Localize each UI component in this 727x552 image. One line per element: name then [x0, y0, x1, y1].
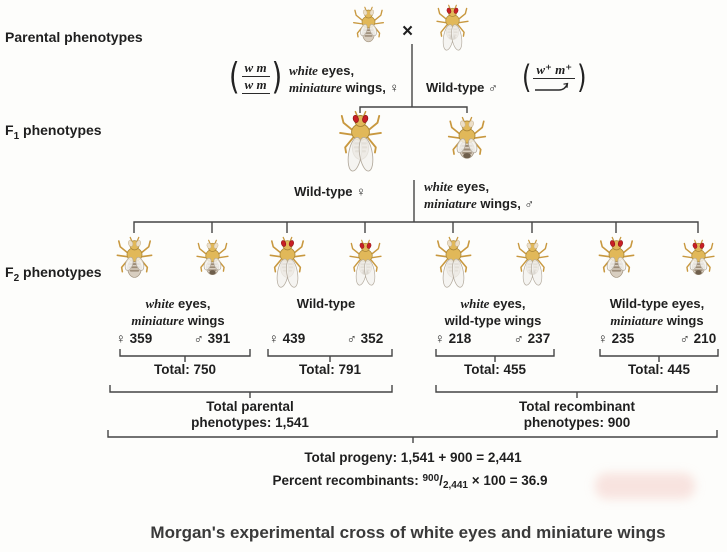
f2-group3-label: white eyes, wild-type wings	[444, 296, 542, 328]
fly-parental-male-wildtype	[433, 4, 472, 58]
f1-male-label: white eyes, miniature wings, ♂	[424, 179, 535, 211]
count-group4-male: ♂ 210	[679, 331, 717, 346]
paren-close: )	[577, 58, 587, 96]
x-chromosome: w⁺ m⁺	[533, 62, 576, 79]
recombinant-total-brace	[435, 385, 718, 398]
f1-female-label: Wild-type ♀	[294, 184, 366, 199]
fly-f1-female-wildtype	[335, 110, 386, 182]
total-group4: Total: 445	[627, 362, 690, 377]
f2-row-label: F2 phenotypes	[5, 264, 102, 284]
paren-open: (	[229, 56, 240, 98]
pink-smudge-artifact	[595, 473, 695, 499]
count-group1-male: ♂ 391	[193, 331, 231, 346]
group4-brace	[599, 349, 719, 362]
total-recombinant-summary: Total recombinant phenotypes: 900	[518, 399, 635, 430]
count-group1-female: ♀ 359	[115, 331, 153, 346]
f2-group1-label: white eyes, miniature wings	[131, 296, 225, 328]
total-parental-summary: Total parental phenotypes: 1,541	[191, 399, 309, 430]
fly-f2-wildtype-male	[346, 239, 385, 293]
figure-caption: Morgan's experimental cross of white eye…	[150, 523, 666, 542]
paren-close: )	[271, 56, 283, 98]
group1-brace	[119, 349, 251, 362]
parental-row-label: Parental phenotypes	[5, 29, 143, 45]
f2-bracket-ticks	[211, 222, 617, 233]
total-group1: Total: 750	[153, 362, 216, 377]
group2-brace	[267, 349, 393, 362]
count-group2-male: ♂ 352	[346, 331, 384, 346]
count-group4-female: ♀ 235	[597, 331, 635, 346]
count-group2-female: ♀ 439	[268, 331, 306, 346]
f2-group4-label: Wild-type eyes, miniature wings	[609, 296, 705, 328]
parental-male-genotype: ( w⁺ m⁺ )	[522, 58, 587, 96]
x-chromosome-1: w m	[241, 60, 270, 77]
parental-female-genotype: ( w m w m )	[229, 56, 283, 98]
total-progeny-line: Total progeny: 1,541 + 900 = 2,441	[304, 450, 522, 465]
x-chromosome-2: w m	[241, 77, 270, 94]
group3-brace	[435, 349, 555, 362]
fly-f2-wildtype-female	[266, 236, 309, 296]
fly-f2-white-eyes-wildtype-wings-female	[432, 236, 475, 296]
f2-group2-label: Wild-type	[296, 296, 356, 311]
total-group3: Total: 455	[463, 362, 526, 377]
fly-f1-male-white-miniature	[444, 116, 490, 180]
fly-parental-female-white-miniature	[350, 6, 387, 58]
f1-row-label: F1 phenotypes	[5, 122, 102, 142]
fraction-numerator: 900	[422, 473, 440, 484]
cross-symbol: ×	[402, 21, 414, 42]
count-group3-male: ♂ 237	[513, 331, 551, 346]
total-group2: Total: 791	[298, 362, 361, 377]
fly-f2-wildtype-eyes-miniature-wings-female	[595, 236, 638, 296]
fly-f2-white-miniature-female	[113, 236, 156, 296]
parental-total-brace	[109, 385, 393, 398]
fly-f2-white-miniature-male	[193, 239, 232, 293]
parental-female-label: white eyes, miniature wings, ♀	[289, 63, 400, 95]
progeny-brace	[107, 430, 718, 443]
fraction-denominator: 2,441	[442, 480, 468, 491]
f2-bracket	[133, 221, 699, 233]
count-group3-female: ♀ 218	[434, 331, 472, 346]
f1-bracket	[359, 106, 468, 113]
fly-f2-wildtype-eyes-miniature-wings-male	[679, 239, 718, 293]
parental-male-label: Wild-type ♂	[426, 80, 498, 95]
fly-f2-white-eyes-wildtype-wings-male	[513, 239, 552, 293]
percent-recombinants-line: Percent recombinants: 900/2,441 × 100 = …	[272, 473, 548, 491]
paren-open: (	[522, 58, 532, 96]
y-chromosome-symbol	[535, 82, 569, 91]
